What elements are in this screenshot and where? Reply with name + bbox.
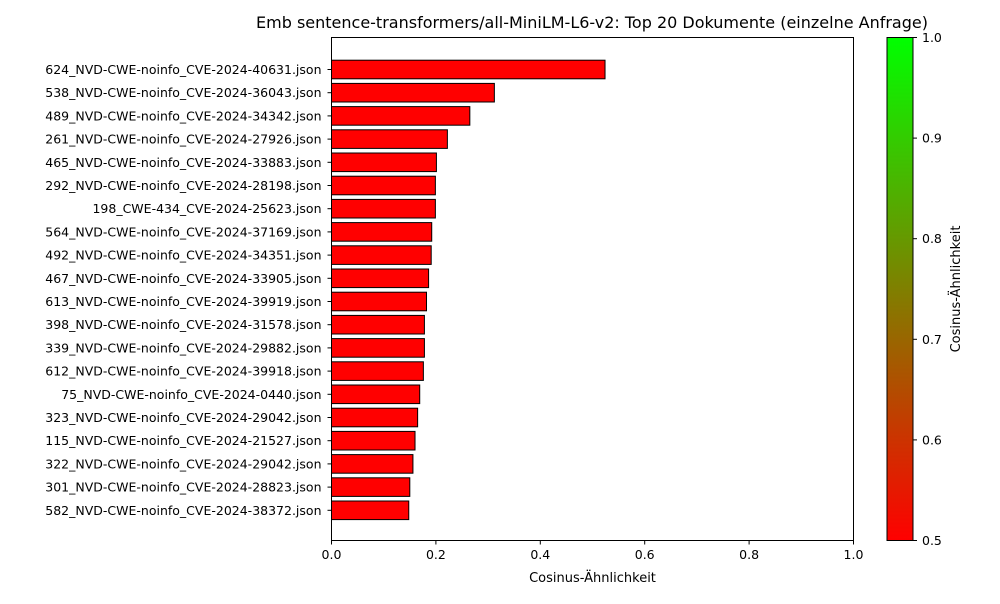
x-axis-label: Cosinus-Ähnlichkeit xyxy=(529,570,656,586)
bar xyxy=(331,59,606,80)
bar xyxy=(331,152,437,173)
bar xyxy=(331,175,436,196)
bar xyxy=(331,314,425,335)
bar xyxy=(331,245,432,265)
x-tick-label: 0.6 xyxy=(635,547,655,562)
y-tick-label: 301_NVD-CWE-noinfo_CVE-2024-28823.json xyxy=(45,480,321,495)
x-tick-label: 1.0 xyxy=(844,547,864,562)
x-tick-label: 0.0 xyxy=(322,547,342,562)
y-tick-label: 465_NVD-CWE-noinfo_CVE-2024-33883.json xyxy=(45,155,321,170)
y-tick-label: 322_NVD-CWE-noinfo_CVE-2024-29042.json xyxy=(45,456,321,471)
x-tick-label: 0.4 xyxy=(530,547,550,562)
y-tick-label: 489_NVD-CWE-noinfo_CVE-2024-34342.json xyxy=(45,108,321,123)
y-tick-label: 323_NVD-CWE-noinfo_CVE-2024-29042.json xyxy=(45,410,321,425)
x-ticks: 0.0 0.2 0.4 0.6 0.8 1.0 xyxy=(322,540,864,562)
bar xyxy=(331,361,424,381)
bar xyxy=(331,222,433,242)
y-tick-label: 261_NVD-CWE-noinfo_CVE-2024-27926.json xyxy=(45,132,321,147)
bar xyxy=(331,384,421,405)
y-tick-label: 612_NVD-CWE-noinfo_CVE-2024-39918.json xyxy=(45,364,321,379)
colorbar-label: Cosinus-Ähnlichkeit xyxy=(948,226,964,353)
bar xyxy=(331,129,448,149)
y-tick-labels: 624_NVD-CWE-noinfo_CVE-2024-40631.json 53… xyxy=(45,62,332,518)
bar xyxy=(331,106,471,126)
x-tick-label: 0.8 xyxy=(739,547,759,562)
y-tick-label: 492_NVD-CWE-noinfo_CVE-2024-34351.json xyxy=(45,248,321,263)
bar xyxy=(331,338,425,358)
y-tick-label: 467_NVD-CWE-noinfo_CVE-2024-33905.json xyxy=(45,271,321,286)
colorbar-tick-label: 0.9 xyxy=(922,131,942,146)
y-tick-label: 613_NVD-CWE-noinfo_CVE-2024-39919.json xyxy=(45,294,321,309)
y-tick-label: 339_NVD-CWE-noinfo_CVE-2024-29882.json xyxy=(45,340,321,355)
plot-frame xyxy=(331,37,854,541)
bar xyxy=(331,500,410,521)
colorbar-tick-label: 1.0 xyxy=(922,30,942,45)
colorbar xyxy=(886,37,914,541)
y-tick-label: 75_NVD-CWE-noinfo_CVE-2024-0440.json xyxy=(61,387,321,402)
bar xyxy=(331,198,436,219)
bar xyxy=(331,454,414,474)
y-tick-label: 538_NVD-CWE-noinfo_CVE-2024-36043.json xyxy=(45,85,321,100)
colorbar-ticks: 0.5 0.6 0.7 0.8 0.9 1.0 xyxy=(913,30,942,548)
y-tick-label: 564_NVD-CWE-noinfo_CVE-2024-37169.json xyxy=(45,224,321,239)
bar xyxy=(331,407,419,428)
y-tick-label: 624_NVD-CWE-noinfo_CVE-2024-40631.json xyxy=(45,62,321,77)
bar xyxy=(331,430,416,451)
y-tick-label: 115_NVD-CWE-noinfo_CVE-2024-21527.json xyxy=(45,433,321,448)
bar xyxy=(331,477,411,497)
bar xyxy=(331,268,430,289)
bar xyxy=(331,82,495,103)
colorbar-tick-label: 0.7 xyxy=(922,332,942,347)
y-tick-label: 198_CWE-434_CVE-2024-25623.json xyxy=(92,201,321,216)
bars-group xyxy=(331,59,606,521)
y-tick-label: 582_NVD-CWE-noinfo_CVE-2024-38372.json xyxy=(45,503,321,518)
y-tick-label: 292_NVD-CWE-noinfo_CVE-2024-28198.json xyxy=(45,178,321,193)
colorbar-tick-label: 0.8 xyxy=(922,231,942,246)
chart-title: Emb sentence-transformers/all-MiniLM-L6-… xyxy=(256,13,928,32)
y-tick-label: 398_NVD-CWE-noinfo_CVE-2024-31578.json xyxy=(45,317,321,332)
x-tick-label: 0.2 xyxy=(426,547,446,562)
bar xyxy=(331,291,428,312)
colorbar-tick-label: 0.5 xyxy=(922,533,942,548)
colorbar-tick-label: 0.6 xyxy=(922,432,942,447)
